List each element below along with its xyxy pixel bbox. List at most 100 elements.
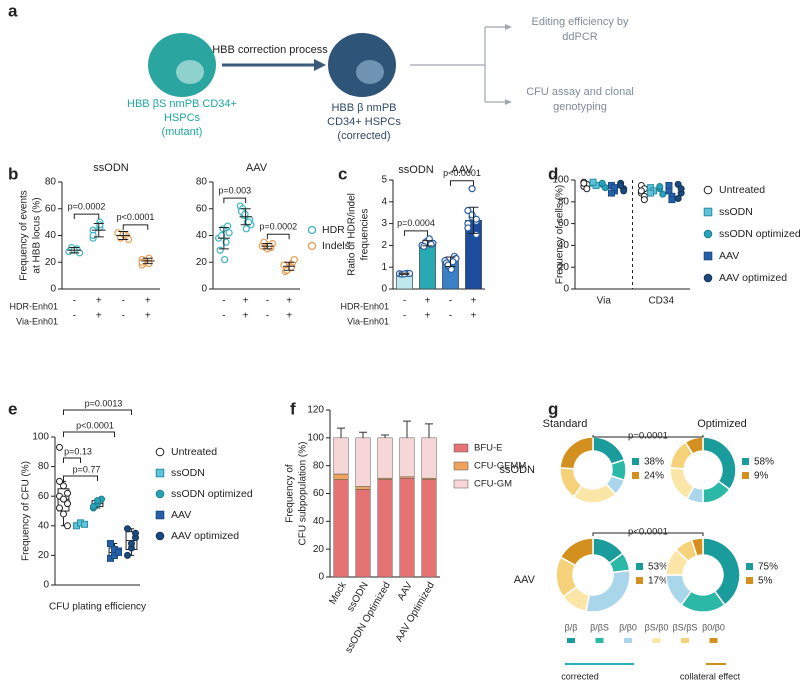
condition-sign: - <box>449 311 452 322</box>
y-tick-label: 20 <box>38 550 50 561</box>
data-point <box>90 503 97 511</box>
y-tick-label: 2 <box>381 240 387 251</box>
significance-bracket <box>404 230 428 236</box>
genotype-swatch <box>652 638 661 643</box>
panel-label: g <box>548 399 558 418</box>
data-point <box>107 540 114 548</box>
data-point <box>659 190 667 198</box>
condition-sign: - <box>403 296 406 307</box>
process-label: HBB correction process <box>212 44 328 56</box>
error-bar <box>425 423 433 438</box>
error-bar <box>381 434 389 438</box>
x-tick-label: Via <box>597 296 612 307</box>
data-point <box>124 525 131 533</box>
y-tick-label: 80 <box>558 196 570 207</box>
legend-marker <box>155 531 165 541</box>
genotype-label: β0/β0 <box>702 622 725 632</box>
y-axis-label: Ratio of HDR/indel <box>347 193 358 276</box>
data-point <box>56 504 63 512</box>
data-point <box>472 230 480 239</box>
data-point <box>64 500 71 508</box>
condition-sign: + <box>96 296 102 307</box>
condition-sign: - <box>449 296 452 307</box>
y-axis-label: CFU subpopulation (%) <box>298 442 309 546</box>
donut-segment <box>559 436 594 470</box>
y-tick-label: 20 <box>558 262 570 273</box>
legend-marker <box>703 229 713 239</box>
p-value: p=0.003 <box>218 185 251 195</box>
error-bar <box>445 256 456 268</box>
panel-label: d <box>548 164 558 183</box>
error-bar <box>422 240 433 247</box>
condition-sign: + <box>286 296 292 307</box>
data-point <box>96 221 104 229</box>
chart-title: ssODN <box>398 164 434 176</box>
p-value: p=0.0002 <box>259 222 297 232</box>
genotype-label: βS/β0 <box>645 622 669 632</box>
y-tick-label: 80 <box>38 461 50 472</box>
error-bar <box>93 222 104 238</box>
y-axis-label: at HBB locus (%) <box>32 197 43 273</box>
p-value: p<0.0001 <box>117 212 155 222</box>
significance-bracket <box>63 409 132 415</box>
donut-segment <box>702 537 741 606</box>
y-tick-label: 20 <box>196 257 208 268</box>
cell-label: (corrected) <box>337 130 390 142</box>
error-bar <box>118 230 129 241</box>
y-axis-label: Frequency of cells (%) <box>555 185 566 284</box>
genotype-swatch <box>567 638 575 643</box>
p-value: p=0.0013 <box>85 398 123 408</box>
bar-segment <box>333 479 349 578</box>
data-point <box>668 196 676 204</box>
legend-marker <box>155 447 165 457</box>
y-tick-label: 0 <box>318 572 324 583</box>
outcome-label: genotyping <box>553 101 607 113</box>
y-tick-label: 4 <box>381 196 387 207</box>
data-point <box>56 443 63 451</box>
data-point <box>56 477 63 485</box>
condition-label: Via-Enh01 <box>16 316 58 326</box>
significance-bracket <box>73 213 100 220</box>
data-point <box>132 529 139 537</box>
data-point <box>224 222 232 230</box>
condition-sign: + <box>243 296 249 307</box>
condition-sign: + <box>471 296 477 307</box>
summary-label: 53% <box>648 562 668 573</box>
condition-sign: + <box>145 296 151 307</box>
bar-segment <box>421 479 437 578</box>
y-tick-label: 1 <box>381 262 387 273</box>
error-bar <box>359 431 367 438</box>
y-tick-label: 0 <box>563 284 569 295</box>
legend-marker <box>155 510 165 520</box>
y-tick-label: 40 <box>196 230 208 241</box>
y-tick-label: 80 <box>313 460 325 471</box>
outcome-label: ddPCR <box>562 31 598 43</box>
significance-bracket <box>63 475 98 481</box>
summary-swatch <box>746 563 753 570</box>
outcome-label: Editing efficiency by <box>531 16 629 28</box>
bar <box>419 242 436 290</box>
x-tick-label: CD34 <box>648 296 674 307</box>
condition-label: HDR-Enh01 <box>9 301 58 311</box>
legend-swatch <box>453 479 469 489</box>
p-value: p<0.0001 <box>443 168 481 178</box>
arrow-head <box>505 24 512 30</box>
p-value: p=0.0004 <box>397 218 435 228</box>
condition-sign: - <box>122 296 125 307</box>
genotype-swatch <box>709 638 718 643</box>
bar-segment <box>333 473 349 480</box>
significance-bracket <box>122 224 149 230</box>
bar-segment <box>333 437 349 475</box>
donut-segment <box>592 436 626 466</box>
nucleus <box>176 60 204 84</box>
arrow-head <box>505 99 512 105</box>
bar-segment <box>355 489 371 578</box>
data-point <box>241 210 249 218</box>
genotype-swatch <box>624 638 632 643</box>
data-point <box>225 229 233 237</box>
y-tick-label: 60 <box>313 488 325 499</box>
data-point <box>610 184 618 192</box>
bar-segment <box>355 437 371 487</box>
legend-marker <box>307 241 317 251</box>
y-tick-label: 5 <box>381 175 387 186</box>
